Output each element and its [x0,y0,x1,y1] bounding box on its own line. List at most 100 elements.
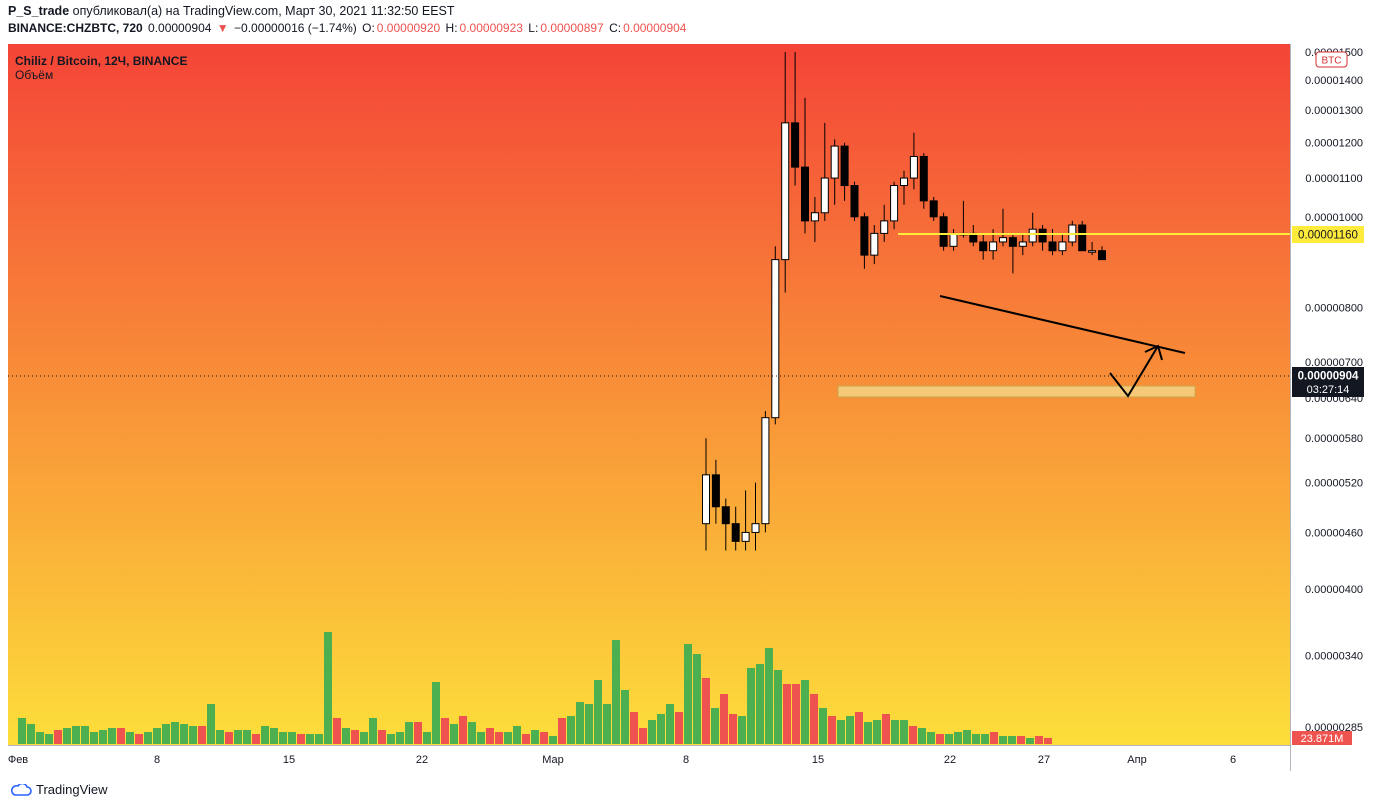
currency-badge-label: BTC [1322,56,1342,67]
ohlc-line: BINANCE:CHZBTC, 720 0.00000904 ▼ −0.0000… [8,21,688,35]
volume-bar [990,732,998,744]
candles [702,52,1106,551]
volume-bar [288,732,296,744]
volume-bar [261,726,269,744]
volume-indicator-label[interactable]: Объём [15,68,54,82]
candle-bull[interactable] [820,177,829,214]
low-label: L: [528,21,539,35]
candle-bull[interactable] [880,220,889,234]
currency-badge[interactable] [1315,51,1348,68]
candle-bull[interactable] [999,237,1007,243]
volume-bar [639,728,647,744]
volume-bar [108,728,116,744]
candle-bull[interactable] [781,122,790,261]
candle-bear[interactable] [731,523,740,542]
chart-title[interactable]: Chiliz / Bitcoin, 12Ч, BINANCE [15,54,188,68]
candle-bull[interactable] [1018,241,1027,247]
candle-bear[interactable] [929,200,938,218]
candle-bear[interactable] [1048,241,1057,252]
volume-bar [297,734,305,744]
candle-bull[interactable] [870,232,879,256]
candle-bull[interactable] [702,474,710,525]
candle-bear[interactable] [850,185,859,218]
candle-bear[interactable] [791,122,800,168]
candle-bear[interactable] [840,145,849,187]
volume-bar [540,732,548,744]
open-value: 0.00000920 [376,21,441,35]
current-price-label: 0.00000904 [1298,371,1359,383]
volume-bar [729,714,737,744]
support-zone[interactable] [837,385,1196,398]
time-tick-label: 27 [1038,754,1050,766]
candle-bull[interactable] [949,232,958,247]
chart-legend: Chiliz / Bitcoin, 12Ч, BINANCE Объём [15,54,187,82]
volume-bar [369,718,377,744]
candle-bear[interactable] [1098,250,1106,261]
time-axis-panel[interactable] [8,745,1290,771]
last-price: 0.00000904 [148,21,212,35]
candle-bear[interactable] [919,155,928,202]
volume-bar [999,736,1007,744]
candle-bear[interactable] [939,216,948,247]
candle-bear[interactable] [801,166,809,222]
candle-bull[interactable] [1028,228,1037,243]
volume-bar [864,722,872,744]
candle-bull[interactable] [1088,250,1097,253]
volume-bar [306,734,314,744]
volume-bar [63,728,71,744]
candle-bear[interactable] [721,506,730,525]
candle-bull[interactable] [761,417,770,525]
symbol-label: BINANCE:CHZBTC, 720 [8,21,143,35]
time-tick-label: 8 [683,754,689,766]
candle-bull[interactable] [989,241,998,252]
candle-bull[interactable] [830,145,839,179]
candle-bull[interactable] [890,185,899,222]
volume-bar [234,730,242,744]
time-tick-label: 8 [154,754,160,766]
volume-bar [351,730,359,744]
candle-bull[interactable] [900,177,908,187]
volume-bar [756,664,764,744]
candle-bear[interactable] [1038,228,1047,243]
price-tick-label: 0.00000520 [1305,478,1363,490]
volume-bar [1008,736,1016,744]
candle-bull[interactable] [751,523,760,533]
candle-bull[interactable] [810,212,819,222]
high-label: H: [445,21,458,35]
price-tick-label: 0.00000700 [1305,357,1363,369]
volume-bar [783,684,791,744]
volume-bar [45,734,53,744]
candle-bear[interactable] [979,241,988,252]
volume-bar [945,734,953,744]
descending-trendline[interactable] [939,295,1186,354]
candle-bull[interactable] [909,155,918,179]
volume-bar [333,718,341,744]
down-arrow-icon: ▼ [216,21,229,35]
candle-bull[interactable] [771,259,780,419]
volume-bar [36,732,44,744]
candle-bear[interactable] [1008,237,1017,247]
price-axis-panel[interactable] [1291,44,1377,771]
forecast-path[interactable] [1109,345,1159,398]
candle-bear[interactable] [711,474,720,508]
volume-bar [630,712,638,744]
volume-bar [702,678,710,744]
candle-bull[interactable] [741,531,750,542]
volume-bar [171,722,179,744]
volume-bar [144,732,152,744]
volume-bar [819,708,827,744]
volume-bar [1017,736,1025,744]
author-name[interactable]: P_S_trade [8,4,70,18]
volume-bar [216,730,224,744]
candle-bear[interactable] [860,216,869,256]
time-tick-label: 15 [283,754,295,766]
volume-bar [801,680,809,744]
candle-bull[interactable] [1058,241,1067,252]
volume-bar [459,716,467,744]
tradingview-logo[interactable]: TradingView [10,782,108,797]
candle-bear[interactable] [1078,224,1087,252]
volume-bar [1035,736,1043,744]
time-tick-label: 15 [812,754,824,766]
volume-bar [387,734,395,744]
